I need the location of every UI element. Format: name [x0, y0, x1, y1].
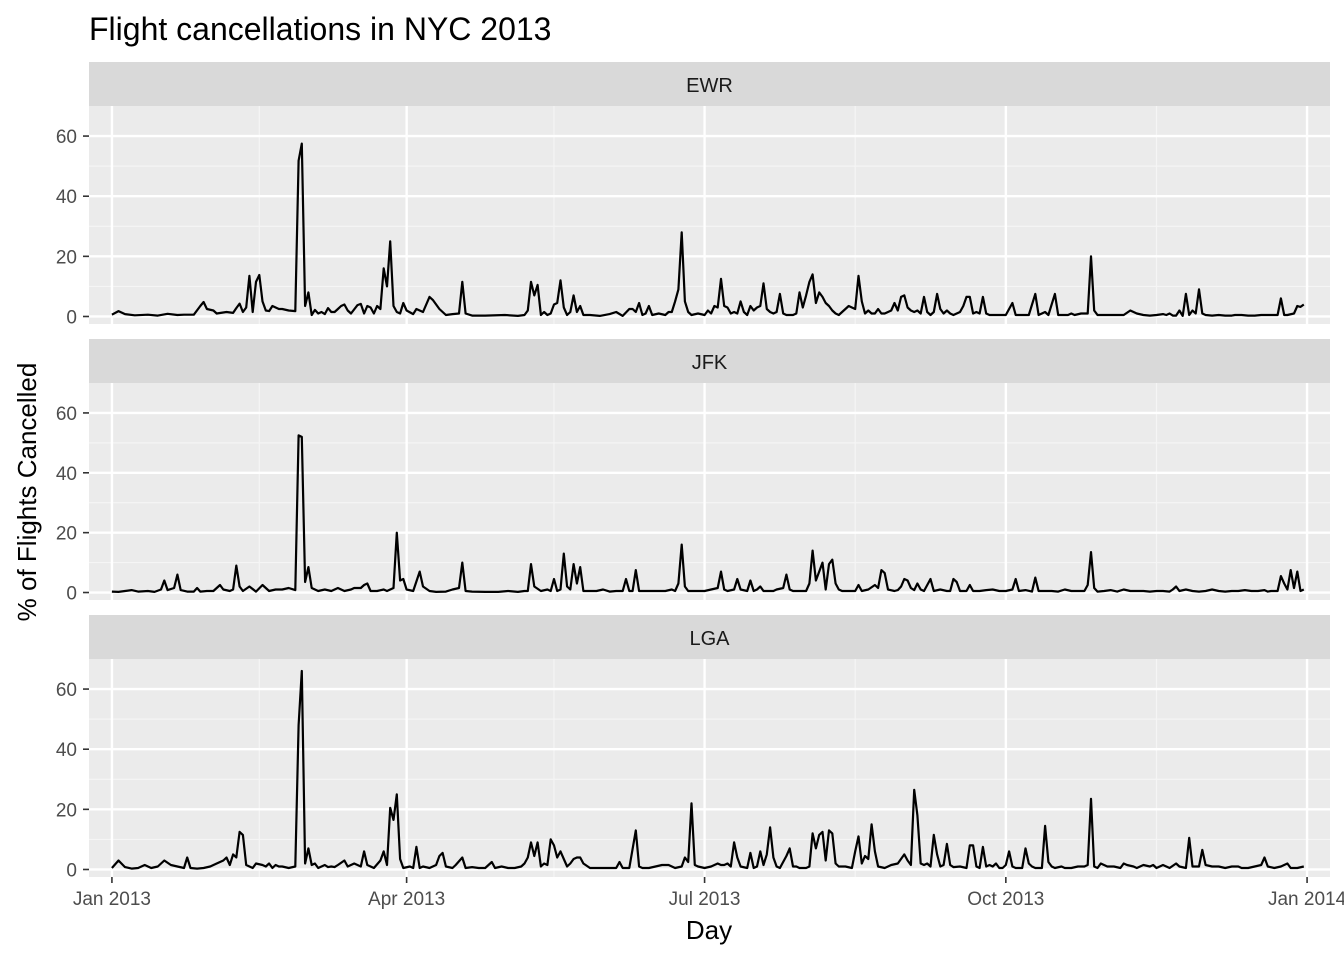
y-tick-label: 0 [66, 584, 77, 605]
facet-ewr: EWR 0 20 40 60 [56, 62, 1330, 328]
y-tick-label: 20 [56, 800, 77, 821]
panel-background [89, 383, 1330, 600]
series-line-lga [111, 669, 1305, 870]
x-axis: Jan 2013 Apr 2013 Jul 2013 Oct 2013 Jan 2014 [73, 877, 1344, 910]
y-tick-label: 40 [56, 187, 77, 208]
y-tick-label: 60 [56, 404, 77, 425]
series-line-ewr [111, 142, 1305, 317]
y-tick-label: 20 [56, 524, 77, 545]
chart-title: Flight cancellations in NYC 2013 [89, 11, 551, 47]
series-line-jfk [111, 434, 1305, 593]
strip-label: EWR [686, 75, 733, 97]
facet-panels: EWR 0 20 40 60 JFK 0 20 40 60 LGA 0 20 40 60 [56, 62, 1330, 881]
y-tick-label: 0 [66, 860, 77, 881]
x-axis-title: Day [686, 915, 732, 945]
y-tick-label: 40 [56, 740, 77, 761]
facet-jfk: JFK 0 20 40 60 [56, 339, 1330, 605]
strip-background [89, 339, 1330, 383]
y-tick-label: 60 [56, 127, 77, 148]
panel-background [89, 106, 1330, 324]
x-tick-label: Jan 2013 [73, 889, 151, 910]
strip-background [89, 62, 1330, 106]
x-tick-label: Oct 2013 [967, 889, 1044, 910]
y-axis-title: % of Flights Cancelled [12, 363, 42, 622]
strip-label: JFK [692, 352, 728, 374]
x-tick-label: Jul 2013 [669, 889, 741, 910]
strip-label: LGA [689, 628, 730, 650]
y-tick-label: 20 [56, 247, 77, 268]
y-tick-label: 60 [56, 680, 77, 701]
y-tick-label: 40 [56, 464, 77, 485]
panel-background [89, 659, 1330, 877]
strip-background [89, 615, 1330, 659]
y-tick-label: 0 [66, 307, 77, 328]
facet-lga: LGA 0 20 40 60 [56, 615, 1330, 881]
x-tick-label: Jan 2014 [1268, 889, 1344, 910]
x-tick-label: Apr 2013 [368, 889, 445, 910]
